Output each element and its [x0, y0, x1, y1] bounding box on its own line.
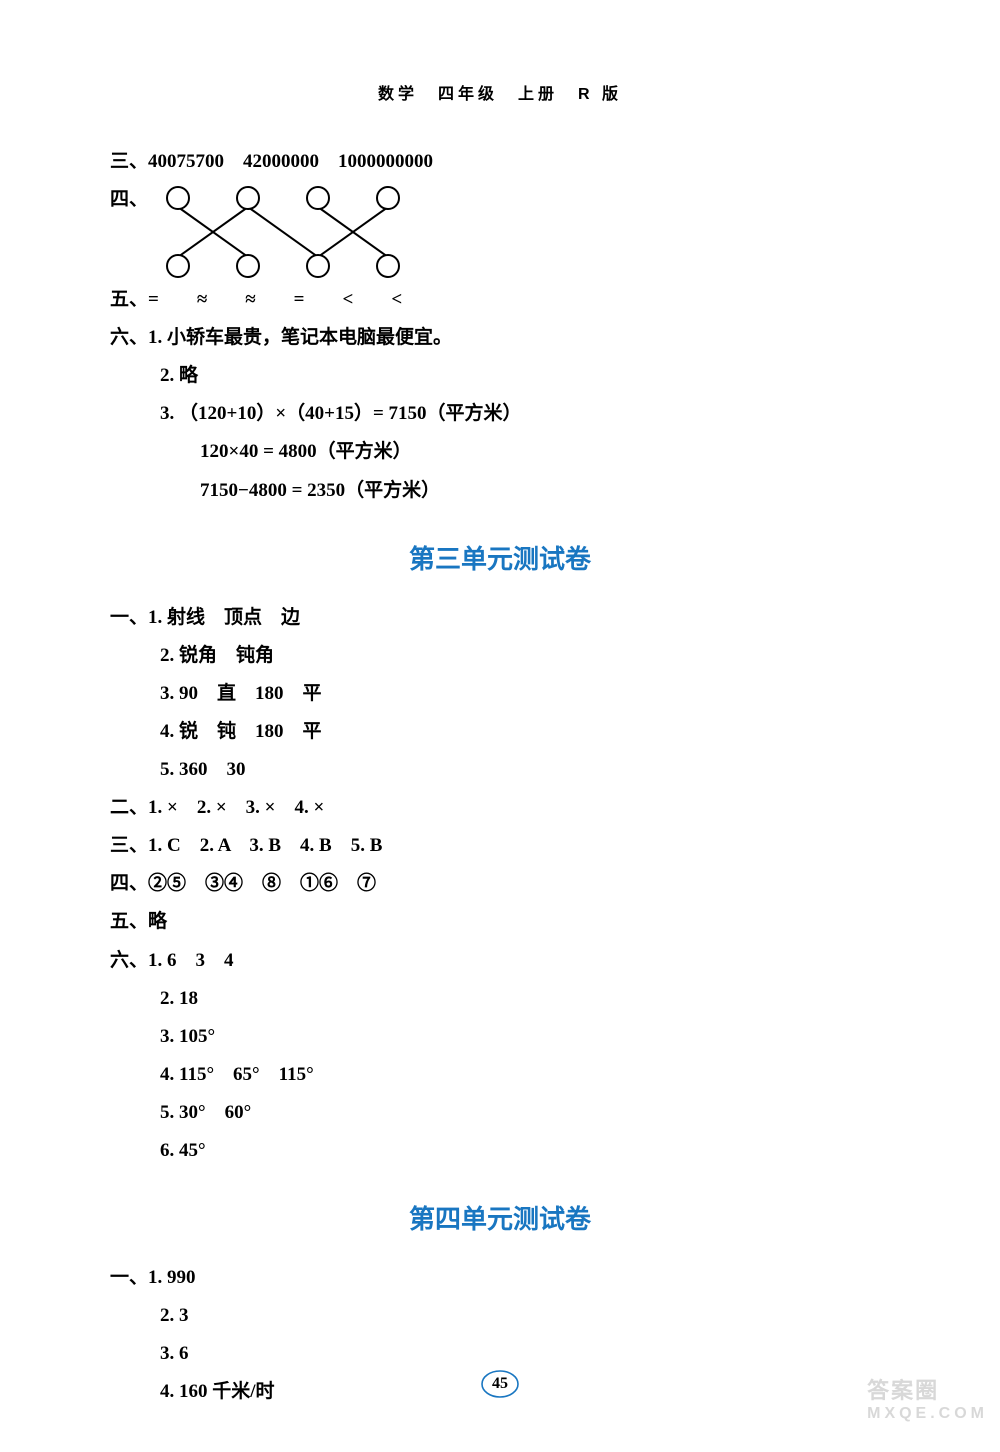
s3-one-5: 5. 360 30 — [110, 752, 890, 788]
s3-six-2: 2. 18 — [110, 981, 890, 1017]
s3-three: 三、1. C 2. A 3. B 4. B 5. B — [110, 828, 890, 864]
section4-title: 第四单元测试卷 — [110, 1199, 890, 1236]
s3-six-3: 3. 105° — [110, 1019, 890, 1055]
answer-six-2: 2. 略 — [110, 358, 890, 394]
s4-one-1: 一、1. 990 — [110, 1260, 890, 1296]
answer-line-three: 三、40075700 42000000 1000000000 — [110, 144, 890, 180]
page-header: 数学 四年级 上册 R 版 — [110, 80, 890, 104]
s3-six-4: 4. 115° 65° 115° — [110, 1057, 890, 1093]
section3-title: 第三单元测试卷 — [110, 539, 890, 576]
s3-one-3: 3. 90 直 180 平 — [110, 676, 890, 712]
matching-diagram — [148, 182, 408, 282]
watermark-bottom-text: MXQE.COM — [867, 1405, 988, 1423]
answer-six-3b: 120×40 = 4800（平方米） — [110, 434, 890, 470]
s3-four: 四、②⑤ ③④ ⑧ ①⑥ ⑦ — [110, 866, 890, 902]
s4-one-2: 2. 3 — [110, 1298, 890, 1334]
watermark: 答案圈 MXQE.COM — [867, 1373, 988, 1423]
answer-line-five: 五、= ≈ ≈ = < < — [110, 282, 890, 318]
s3-one-2: 2. 锐角 钝角 — [110, 638, 890, 674]
page-content: 数学 四年级 上册 R 版 三、40075700 42000000 100000… — [0, 0, 1000, 1452]
s3-six-6: 6. 45° — [110, 1133, 890, 1169]
answer-six-3a: 3. （120+10）×（40+15）= 7150（平方米） — [110, 396, 890, 432]
page-number-badge: 45 — [478, 1369, 522, 1399]
s3-six-1: 六、1. 6 3 4 — [110, 943, 890, 979]
s3-five: 五、略 — [110, 904, 890, 940]
watermark-top-text: 答案圈 — [867, 1373, 988, 1405]
answer-six-1: 六、1. 小轿车最贵，笔记本电脑最便宜。 — [110, 320, 890, 356]
s3-one-4: 4. 锐 钝 180 平 — [110, 714, 890, 750]
answer-six-3c: 7150−4800 = 2350（平方米） — [110, 473, 890, 509]
s3-one-1: 一、1. 射线 顶点 边 — [110, 600, 890, 636]
answer-line-four: 四、 — [110, 182, 890, 282]
s3-two: 二、1. × 2. × 3. × 4. × — [110, 790, 890, 826]
four-label: 四、 — [110, 182, 148, 218]
s4-one-3: 3. 6 — [110, 1336, 890, 1372]
s3-six-5: 5. 30° 60° — [110, 1095, 890, 1131]
page-number-text: 45 — [492, 1375, 508, 1393]
